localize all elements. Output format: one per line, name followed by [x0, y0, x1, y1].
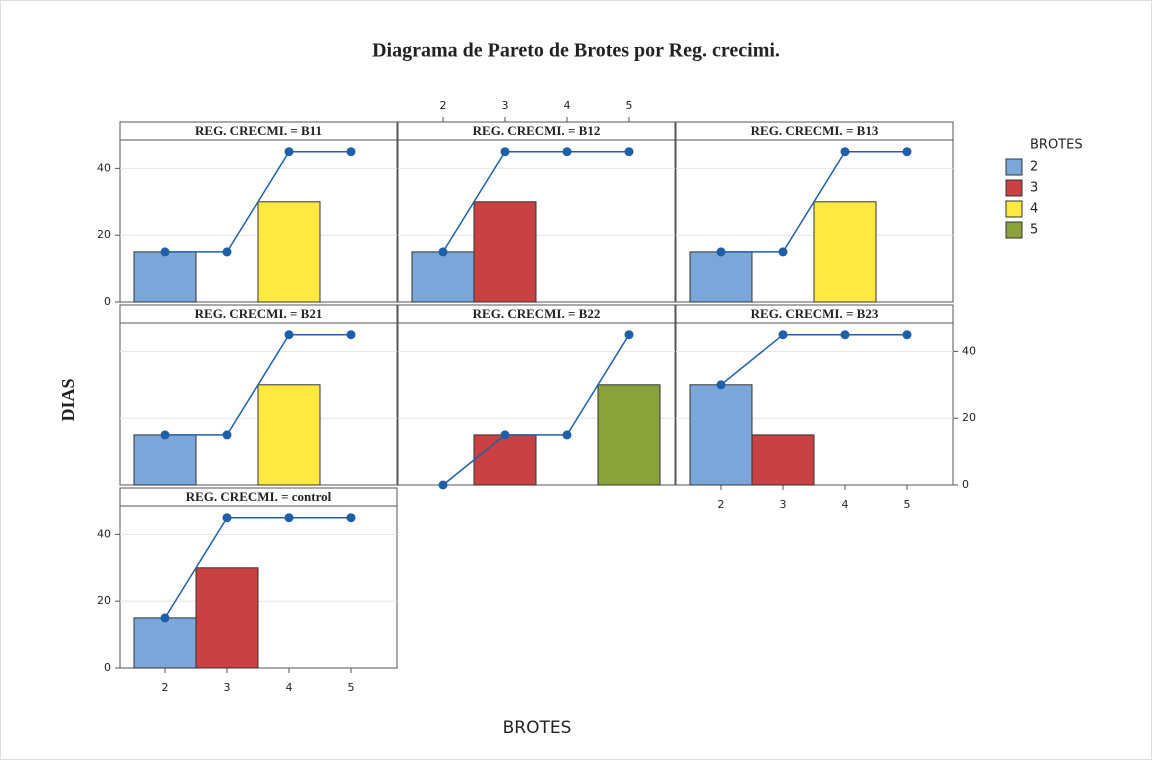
cumulative-point	[222, 513, 232, 523]
panel-label: REG. CRECMI. = control	[186, 489, 332, 504]
panel-label: REG. CRECMI. = B22	[473, 306, 601, 321]
x-tick-label: 2	[440, 99, 447, 112]
cumulative-point	[562, 147, 572, 157]
cumulative-line	[442, 334, 630, 486]
cumulative-line	[720, 333, 907, 386]
legend-swatch	[1005, 221, 1023, 239]
bar	[689, 251, 753, 303]
panel-label: REG. CRECMI. = B21	[195, 306, 323, 321]
y-tick-label: 20	[97, 228, 111, 241]
x-tick-label: 3	[224, 681, 231, 694]
x-tick-label: 5	[348, 681, 355, 694]
cumulative-point	[160, 247, 170, 257]
cumulative-point	[840, 330, 850, 340]
cumulative-point	[840, 147, 850, 157]
y-tick-label: 40	[97, 527, 111, 540]
panel-label: REG. CRECMI. = B13	[751, 123, 879, 138]
bar	[257, 201, 321, 303]
cumulative-line	[165, 150, 351, 253]
x-tick-label: 3	[502, 99, 509, 112]
legend-label: 5	[1030, 223, 1038, 238]
bar	[133, 617, 197, 669]
cumulative-point	[902, 330, 912, 340]
x-tick-label: 2	[718, 498, 725, 511]
cumulative-point	[160, 430, 170, 440]
y-tick-label: 40	[962, 344, 976, 357]
cumulative-point	[222, 430, 232, 440]
legend-label: 3	[1030, 181, 1038, 196]
cumulative-point	[284, 513, 294, 523]
bar	[473, 201, 537, 303]
cumulative-point	[562, 430, 572, 440]
x-tick-label: 5	[626, 99, 633, 112]
cumulative-point	[346, 330, 356, 340]
cumulative-point	[500, 430, 510, 440]
cumulative-point	[624, 147, 634, 157]
cumulative-point	[346, 147, 356, 157]
legend-label: 4	[1030, 202, 1038, 217]
cumulative-point	[438, 480, 448, 490]
bar	[411, 251, 475, 303]
cumulative-point	[624, 330, 634, 340]
x-tick-label: 4	[564, 99, 571, 112]
cumulative-point	[284, 147, 294, 157]
cumulative-point	[346, 513, 356, 523]
legend-title: BROTES	[1030, 138, 1083, 153]
cumulative-point	[500, 147, 510, 157]
y-axis-label: DIAS	[58, 378, 78, 421]
legend-swatch	[1005, 158, 1023, 176]
y-tick-label: 0	[104, 295, 111, 308]
cumulative-line	[721, 150, 907, 253]
x-axis-label: BROTES	[503, 718, 572, 738]
y-tick-label: 40	[97, 161, 111, 174]
cumulative-point	[160, 613, 170, 623]
bar	[133, 434, 197, 486]
bar	[751, 434, 815, 486]
panel-label: REG. CRECMI. = B11	[195, 123, 322, 138]
bar	[257, 384, 321, 486]
cumulative-point	[778, 247, 788, 257]
bar	[597, 384, 661, 486]
x-tick-label: 2	[162, 681, 169, 694]
x-tick-label: 4	[286, 681, 293, 694]
y-tick-label: 0	[962, 478, 969, 491]
x-tick-label: 3	[780, 498, 787, 511]
y-tick-label: 20	[962, 411, 976, 424]
cumulative-line	[442, 150, 629, 253]
bar	[689, 384, 753, 486]
x-tick-label: 5	[904, 498, 911, 511]
legend-label: 2	[1030, 160, 1038, 175]
cumulative-line	[165, 333, 351, 436]
panel-label: REG. CRECMI. = B23	[751, 306, 879, 321]
legend-swatch	[1005, 179, 1023, 197]
cumulative-line	[164, 516, 351, 619]
x-tick-label: 4	[842, 498, 849, 511]
cumulative-point	[222, 247, 232, 257]
y-tick-label: 20	[97, 594, 111, 607]
cumulative-point	[716, 380, 726, 390]
cumulative-point	[902, 147, 912, 157]
cumulative-point	[716, 247, 726, 257]
bar	[195, 567, 259, 669]
cumulative-point	[438, 247, 448, 257]
panel-label: REG. CRECMI. = B12	[473, 123, 601, 138]
cumulative-point	[284, 330, 294, 340]
bar	[473, 434, 537, 486]
bar	[813, 201, 877, 303]
chart-title: Diagrama de Pareto de Brotes por Reg. cr…	[372, 40, 780, 62]
bar	[133, 251, 197, 303]
cumulative-point	[778, 330, 788, 340]
y-tick-label: 0	[104, 661, 111, 674]
legend-swatch	[1005, 200, 1023, 218]
